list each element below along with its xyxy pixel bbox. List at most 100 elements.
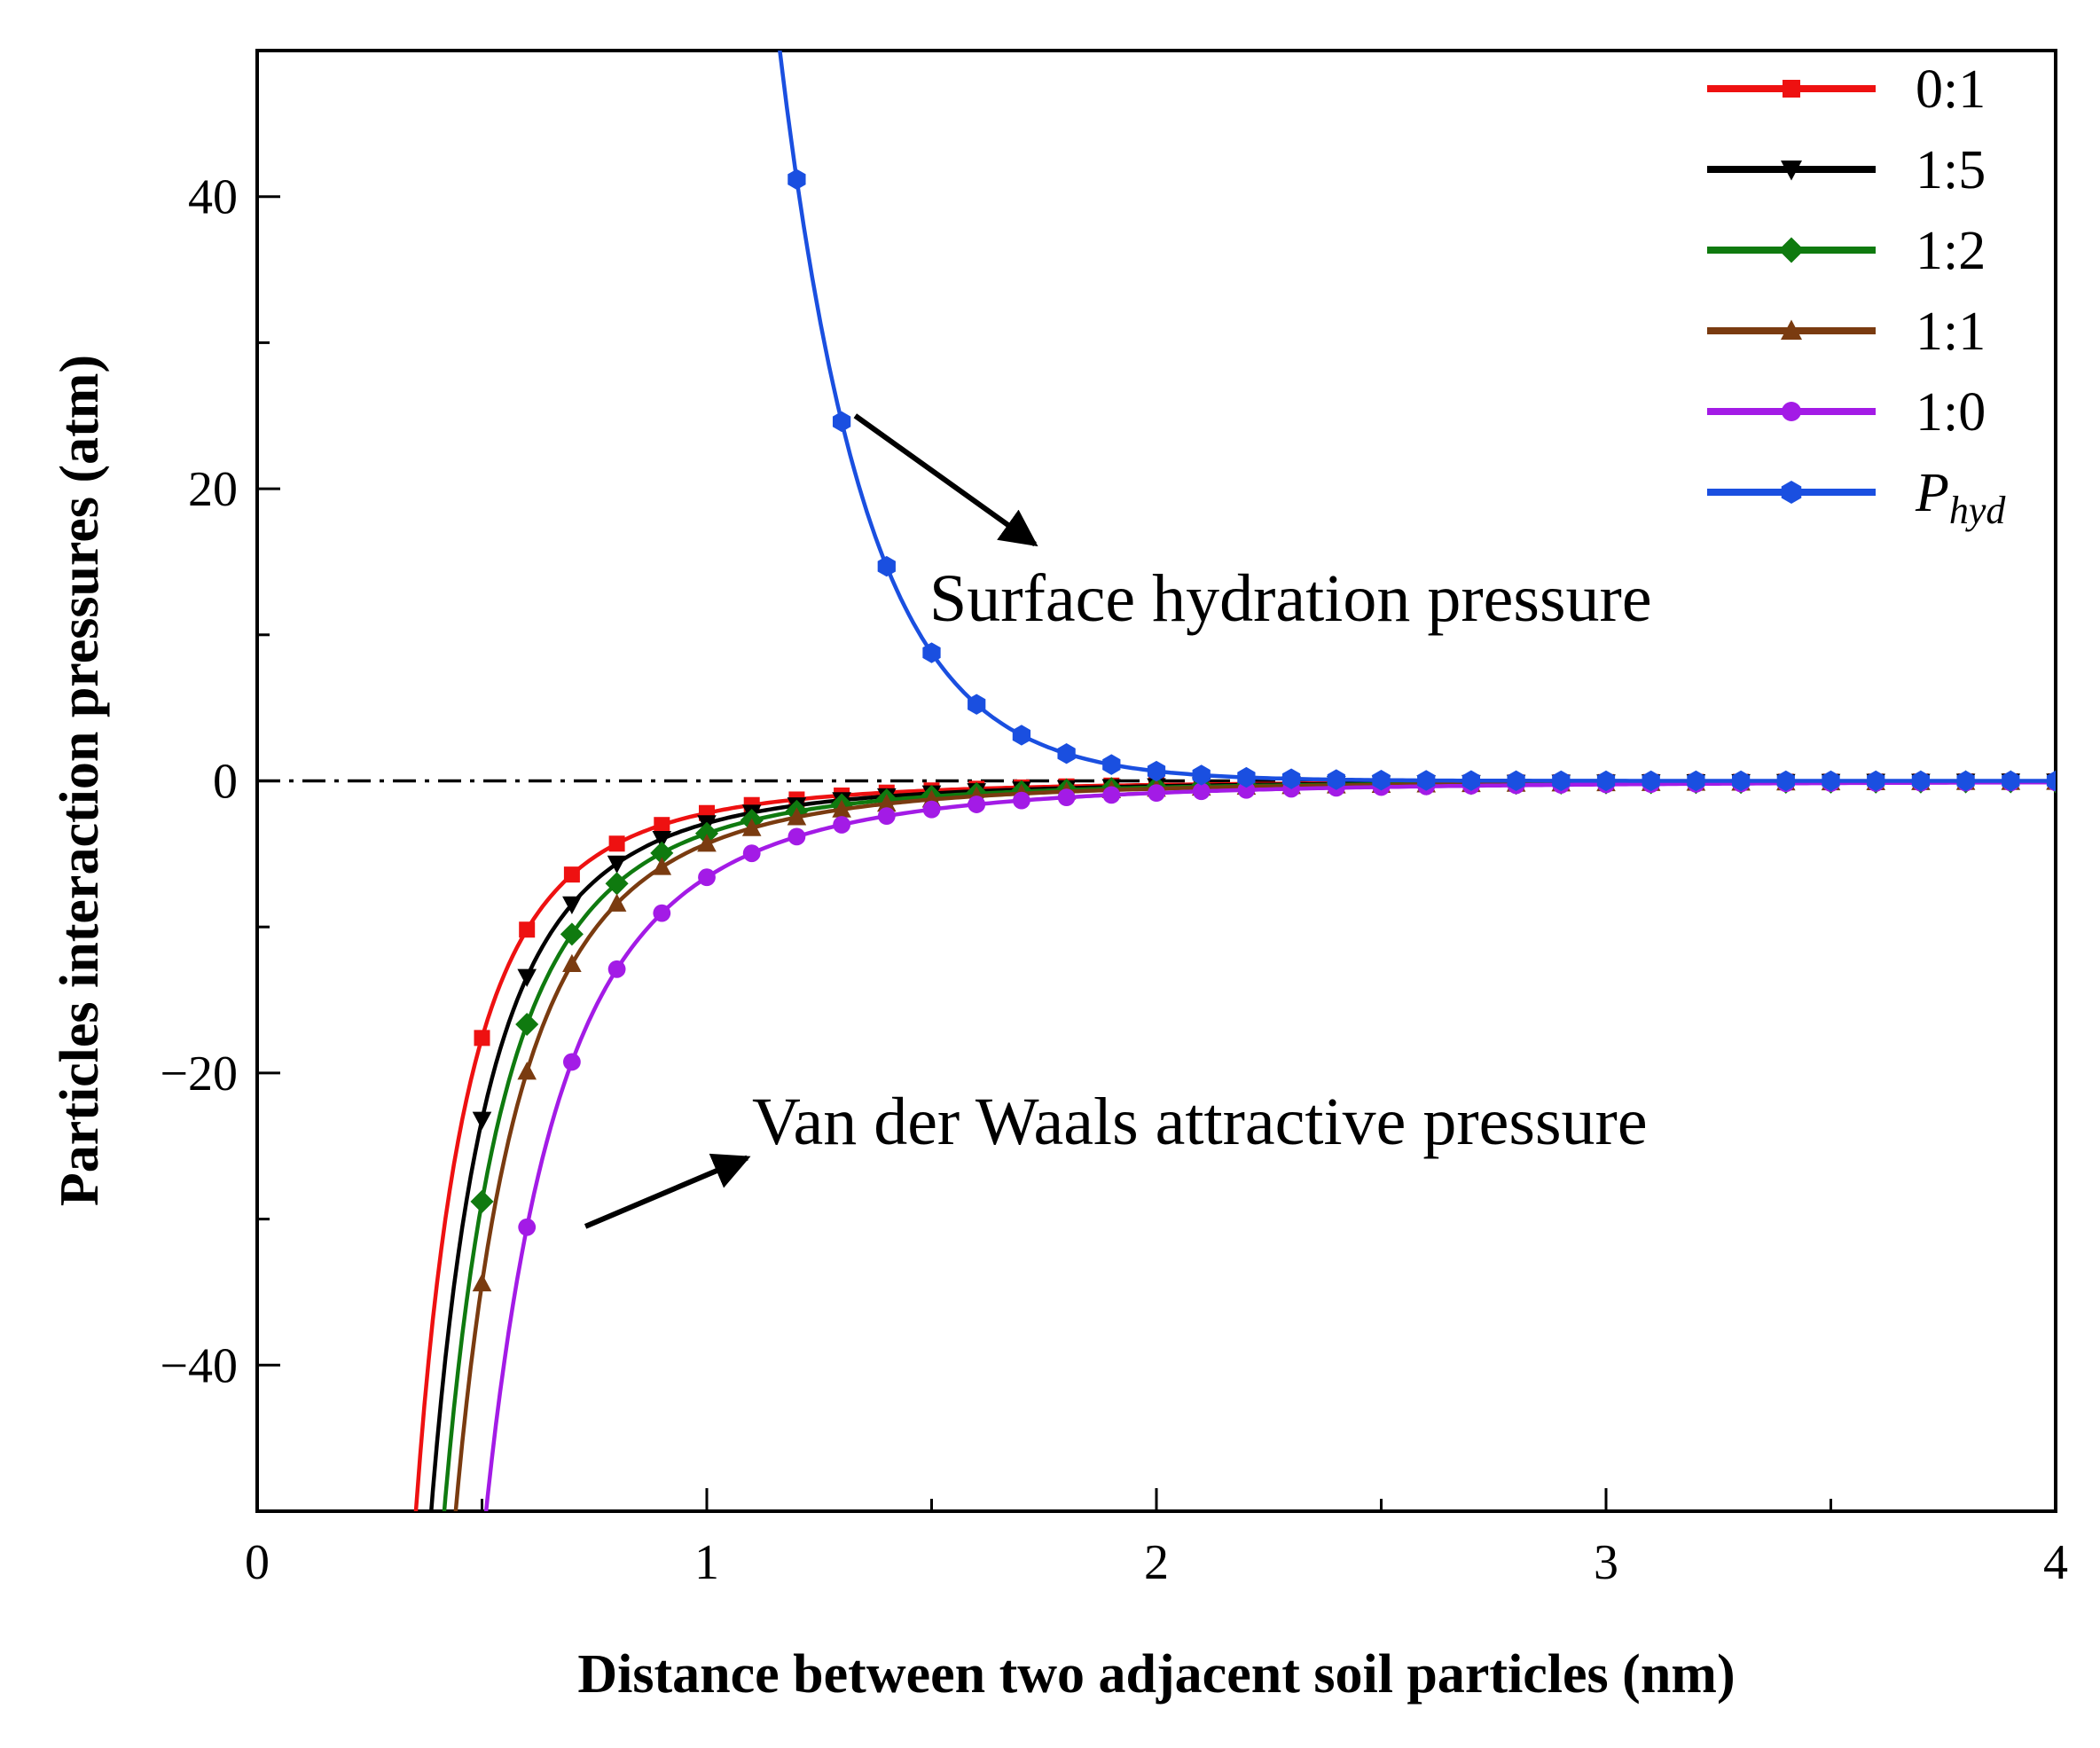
data-point [1417,770,1436,791]
x-tick-label: 0 [245,1535,270,1590]
x-tick-label: 1 [694,1535,719,1590]
data-point [694,821,719,845]
annotation-label: Surface hydration pressure [929,561,1652,636]
data-point [472,1111,492,1130]
x-axis-title: Distance between two adjacent soil parti… [577,1644,1735,1705]
data-point [1781,319,1802,340]
data-point [560,922,584,946]
annotation-arrow [853,413,1038,547]
y-tick-label: −40 [160,1338,238,1393]
legend-label: 1:2 [1916,221,1986,281]
data-point [1552,770,1571,792]
data-point [832,411,851,433]
data-point [519,921,536,938]
data-point [1731,770,1751,792]
x-tick-label: 3 [1594,1535,1618,1590]
data-point [1147,760,1166,782]
data-point [608,835,625,852]
data-point [653,904,671,922]
y-tick-labels: −40 −20 0 20 40 [160,170,238,1394]
data-point [652,831,672,850]
series-3 [442,770,2056,1511]
legend-item: 1:1 [1707,302,1986,362]
data-point [877,555,896,577]
y-tick-label: 20 [188,462,238,517]
legend-item: 1:2 [1707,221,1986,281]
data-point [698,868,716,887]
data-point [1776,770,1795,792]
data-point [1192,782,1211,801]
series-2 [429,773,2056,1511]
legend-item: 1:0 [1707,382,1986,443]
data-point [2002,770,2020,792]
legend-label: 1:1 [1916,302,1986,362]
data-point [1281,768,1301,789]
data-point [788,169,806,190]
data-point [742,844,761,863]
data-point [1237,780,1256,799]
data-point [2046,770,2056,792]
series-line [483,780,2056,1511]
data-point [1057,743,1076,764]
legend-item: 1:5 [1707,140,1986,200]
data-point [515,1012,539,1037]
data-point [1192,764,1211,786]
y-axis-title: Particles interaction pressures (atm) [50,355,110,1206]
data-point [518,1218,537,1236]
data-point [1867,770,1885,792]
data-point [562,953,582,972]
data-point [1372,769,1391,791]
data-point [1596,770,1616,792]
data-point [654,817,670,834]
data-point [563,1053,581,1071]
data-point [1781,481,1802,504]
data-point [474,1030,490,1046]
y-tick-label: 40 [188,170,238,225]
data-point [1057,788,1076,807]
data-point [787,807,807,826]
legend-label: Phyd [1915,463,2006,532]
data-point [968,694,986,715]
series-line [778,51,2056,783]
series-line [453,780,2056,1511]
data-point [788,827,806,846]
data-point [1782,402,1801,421]
data-point [1012,725,1031,746]
data-point [1783,80,1800,98]
legend-label: 1:0 [1916,382,1986,443]
data-point [517,968,537,987]
data-point [1781,161,1802,181]
data-point [650,841,674,865]
data-point [1327,769,1345,790]
data-point [517,1062,537,1080]
legend-label: 1:5 [1916,140,1986,200]
data-point [1642,770,1660,792]
legend-label: 0:1 [1916,59,1986,120]
annotation-arrow [584,1153,751,1229]
data-point [832,799,851,818]
series-6 [778,51,2056,792]
series-4 [453,772,2056,1511]
data-point [1102,786,1121,804]
data-point [1911,770,1931,792]
legend: 0:1 1:5 1:2 1:1 1:0 Phyd [1707,59,2006,532]
data-point [1822,770,1840,792]
data-point [741,818,762,836]
data-point [607,893,627,912]
series-line [442,780,2056,1511]
data-point [922,800,941,819]
data-point [562,896,582,915]
x-tick-label: 4 [2043,1535,2068,1590]
legend-item: 0:1 [1707,59,1986,120]
data-point [1956,770,1975,792]
axis-ticks [255,49,2057,1513]
legend-item: Phyd [1707,463,2006,532]
annotation-label: Van der Waals attractive pressure [752,1085,1648,1159]
data-point [607,855,627,874]
data-point [1507,770,1525,792]
x-tick-label: 2 [1144,1535,1169,1590]
data-point [472,1273,492,1292]
data-point [922,642,941,663]
data-point [1778,237,1805,263]
